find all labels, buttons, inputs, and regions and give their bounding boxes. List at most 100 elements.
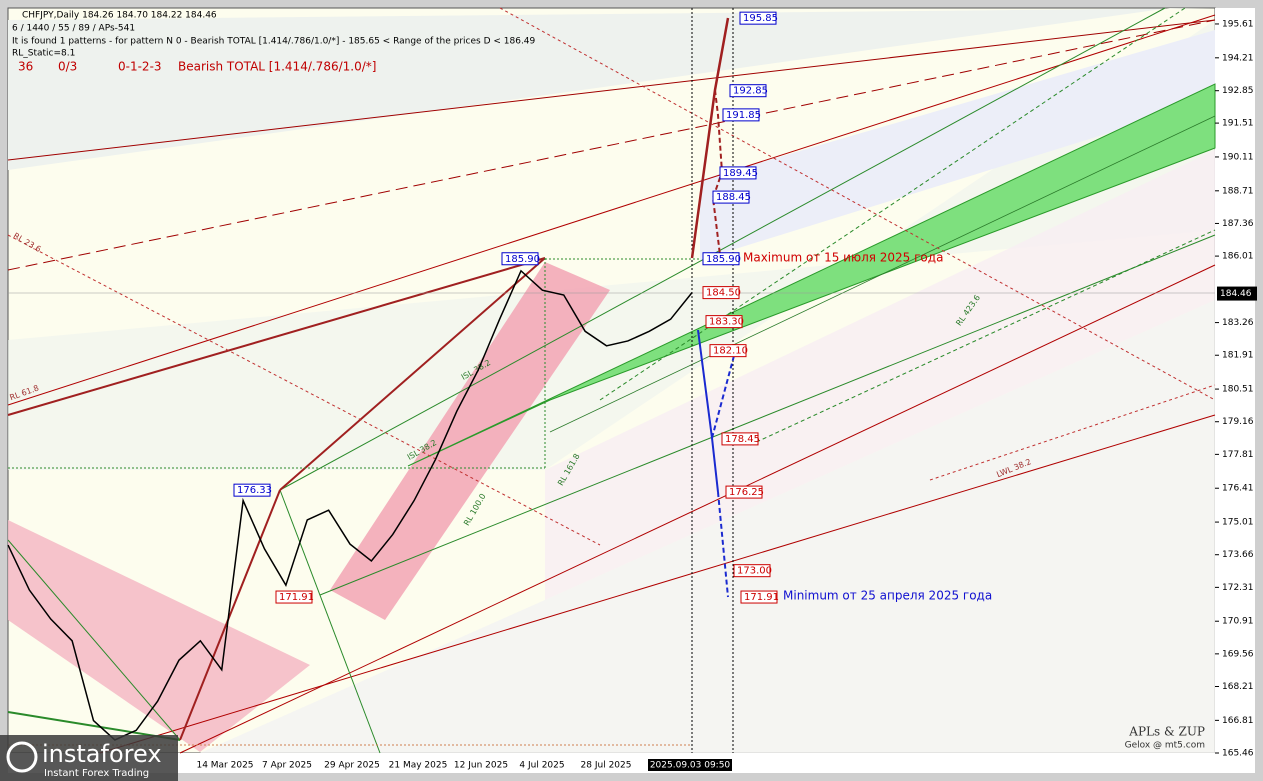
trend-line [7,257,546,416]
trend-line [319,234,1216,596]
header-line: CHFJPY,Daily 184.26 184.70 184.22 184.46 [22,11,217,21]
y-tick-label: 165.46 [1222,749,1254,759]
level-box [702,286,740,300]
header-line: 6 / 1440 / 55 / 89 / APs-541 [12,24,135,34]
green-channel [407,83,1216,467]
level-box [729,84,767,98]
trend-line [7,19,1216,271]
level-box [709,344,747,358]
forecast-path [711,351,736,439]
credit: Gelox @ mt5.com [1125,741,1205,751]
y-tick-label: 176.41 [1222,484,1254,494]
y-tick-label: 194.21 [1222,53,1254,63]
y-tick-label: 190.11 [1222,152,1254,162]
y-tick-label: 169.56 [1222,649,1254,659]
level-box [725,485,763,499]
level-box [721,432,759,446]
x-tick-label: 2025.09.03 09:50 [650,761,731,771]
level-label: 176.25 [729,487,764,498]
forecast-paths [690,17,736,598]
y-tick-label: 187.36 [1222,219,1254,229]
trend-lines [7,7,1216,754]
y-tick-label: 188.71 [1222,186,1254,196]
level-label: 188.45 [716,192,751,203]
y-tick-label: 179.16 [1222,417,1254,427]
trend-line [179,489,281,741]
y-tick-label: 173.66 [1222,550,1254,560]
level-box [233,483,271,497]
level-box [733,564,771,578]
y-tick-label: 180.51 [1222,385,1254,395]
y-tick-label: 175.01 [1222,518,1254,528]
level-box [722,108,760,122]
x-tick-label: 28 Jul 2025 [581,761,632,771]
trend-line [279,7,1166,491]
level-label: 183.30 [709,317,744,328]
level-label: 185.90 [706,254,741,265]
pattern-field: 36 [18,60,33,74]
y-tick-label: 170.91 [1222,617,1254,627]
channel-median [549,115,1216,433]
header-line: RL_Static=8.1 [12,49,75,59]
level-label: 185.90 [505,254,540,265]
logo: instaforex Instant Forex Trading [0,735,178,781]
level-box [702,252,740,266]
y-tick-label: 181.91 [1222,351,1254,361]
level-box [719,166,757,180]
level-label: 178.45 [725,434,760,445]
header: CHFJPY,Daily 184.26 184.70 184.22 184.46… [12,11,536,74]
trend-line [7,19,1216,161]
header-line: It is found 1 patterns - for pattern N 0… [12,37,536,47]
level-label: 191.85 [726,110,761,121]
level-label: 184.50 [706,288,741,299]
annotation: Minimum от 25 апреля 2025 года [783,589,992,603]
level-box [275,590,313,604]
pattern-field: 0-1-2-3 [118,60,162,74]
level-box [712,190,750,204]
forecast-path [717,491,729,598]
trend-line [99,414,1216,754]
level-box [739,11,777,25]
trend-line [749,229,1216,446]
time-box [648,759,732,771]
x-tick-label: 12 Jun 2025 [454,761,508,771]
trend-line [7,14,1216,406]
logo-icon [6,741,38,773]
current-price-box [1217,286,1257,301]
trend-line [7,539,181,741]
y-tick-label: 177.81 [1222,450,1254,460]
level-box [705,315,743,329]
trend-line [279,257,546,491]
trend-line [279,489,381,754]
pattern-field: Bearish TOTAL [1.414/.786/1.0/*] [178,60,376,74]
y-tick-label: 195.61 [1222,19,1254,29]
level-label: 189.45 [723,168,758,179]
y-tick-label: 166.81 [1222,716,1254,726]
x-tick-label: 14 Mar 2025 [196,761,253,771]
level-box [740,590,778,604]
credit: APLs & ZUP [1128,725,1205,739]
level-box [501,252,539,266]
y-tick-label: 168.21 [1222,682,1254,692]
y-tick-label: 191.51 [1222,119,1254,129]
zone [8,20,1215,470]
level-label: 195.85 [743,13,778,24]
level-label: 176.33 [237,485,272,496]
x-tick-label: 7 Apr 2025 [262,761,312,771]
level-label: 182.10 [713,346,748,357]
logo-text: instaforex [42,740,162,768]
pink-channel [330,262,610,620]
trend-line [599,7,1186,401]
y-tick-label: 186.01 [1222,252,1254,262]
x-tick-label: 21 May 2025 [389,761,448,771]
y-tick-label: 192.85 [1222,86,1254,96]
x-tick-label: 4 Jul 2025 [519,761,564,771]
zone [8,8,1215,170]
y-tick-label: 172.31 [1222,583,1254,593]
y-tick-label: 183.26 [1222,318,1254,328]
level-label: 171.91 [279,592,314,603]
zone [700,30,1215,260]
level-label: 171.91 [744,592,779,603]
logo-box [0,735,178,781]
